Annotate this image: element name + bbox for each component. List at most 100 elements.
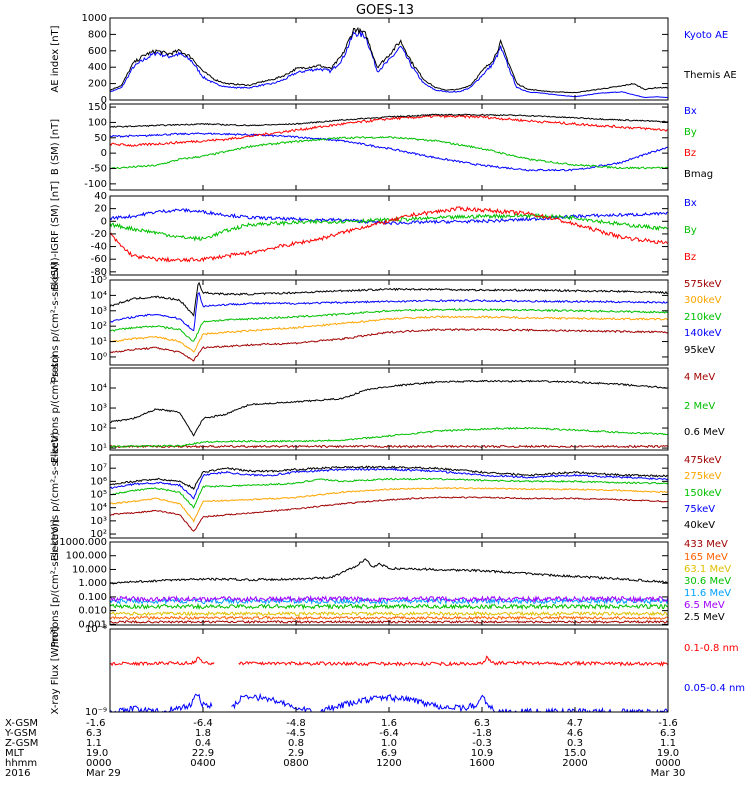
ytick-electrons2-5: 10⁷ <box>90 463 107 474</box>
legend-protons-0: 575keV <box>684 279 722 290</box>
ytick-electrons1-1: 10² <box>90 423 107 434</box>
xaxis-value-5-0: 4.7 <box>567 718 583 729</box>
series-protons2-1 <box>110 615 668 621</box>
series-electrons2-4 <box>110 465 668 491</box>
ytick-protons2-2: 0.100 <box>78 592 107 603</box>
ylabel-electrons2: Electrons p/(cm²-s-sr-keV) <box>50 432 61 561</box>
ytick-electrons1-0: 10¹ <box>90 443 107 454</box>
legend-electrons1-0: 4 MeV <box>684 372 715 383</box>
xaxis-value-4-3: 10.9 <box>471 748 493 759</box>
series-protons2-2 <box>110 610 668 617</box>
series-xray-1 <box>110 692 668 712</box>
legend-electrons2-4: 40keV <box>684 520 715 531</box>
xaxis-value-4-1: -1.8 <box>472 728 492 739</box>
xaxis-value-5-1: 4.6 <box>567 728 583 739</box>
panel-frame-electrons1 <box>109 367 669 451</box>
xaxis-value-1-2: 0.4 <box>195 738 211 749</box>
ytick-protons-4: 10⁴ <box>90 290 107 301</box>
legend-protons2-4: 11.6 MeV <box>684 588 731 599</box>
ytick-xray-0: 10⁻⁹ <box>85 707 107 718</box>
xaxis-value-6-1: 6.3 <box>660 728 676 739</box>
ytick-bsm-5: 150 <box>88 102 107 113</box>
xaxis-value-3-4: 1200 <box>376 758 401 769</box>
ytick-bigrf-1: -60 <box>91 254 107 265</box>
series-ae-0 <box>110 30 668 99</box>
panel-electrons2: 475keV 275keV 150keV 75keV 40keV 10² 10³ 10⁴ 10⁵… <box>50 432 722 561</box>
xaxis-value-0-2: 1.1 <box>86 738 102 749</box>
series-protons2-3 <box>110 602 668 611</box>
xaxis-value-6-5: Mar 30 <box>651 768 686 779</box>
series-bigrf-1 <box>110 213 668 242</box>
panel-protons: 575keV 300keV 210keV 140keV 95keV 10⁰ 10¹ 10² 10… <box>50 262 722 383</box>
xaxis-row-label-0: X-GSM <box>5 718 38 729</box>
xaxis-value-6-3: 19.0 <box>657 748 679 759</box>
ytick-protons2-1: 0.010 <box>78 606 107 617</box>
ytick-electrons1-2: 10³ <box>90 403 107 414</box>
xaxis-value-3-0: 1.6 <box>381 718 397 729</box>
ylabel-ae: AE index [nT] <box>50 25 61 92</box>
series-protons-2 <box>110 307 668 342</box>
xaxis-value-4-0: 6.3 <box>474 718 490 729</box>
xaxis-value-0-0: -1.6 <box>86 718 106 729</box>
series-protons-0 <box>110 328 668 362</box>
legend-protons2-6: 2.5 MeV <box>684 612 725 623</box>
xaxis-value-4-2: -0.3 <box>472 738 492 749</box>
legend-protons-1: 300keV <box>684 295 722 306</box>
ylabel-bsm: B (SM) [nT] <box>50 119 61 175</box>
series-electrons2-0 <box>110 496 668 532</box>
ytick-bigrf-5: 20 <box>94 204 107 215</box>
xaxis-row-label-2: Z-GSM <box>5 738 38 749</box>
series-xray-0 <box>110 655 668 668</box>
ytick-ae-5: 1000 <box>82 13 107 24</box>
legend-electrons2-0: 475keV <box>684 455 722 466</box>
xaxis-value-1-1: 1.8 <box>195 728 211 739</box>
ylabel-bigrf: B (SM)-IGRF (SM) [nT] <box>50 181 61 290</box>
xaxis-value-0-5: Mar 29 <box>86 768 121 779</box>
legend-protons-3: 140keV <box>684 328 722 339</box>
ytick-electrons2-3: 10⁵ <box>90 490 107 501</box>
xaxis-value-5-3: 15.0 <box>564 748 586 759</box>
series-protons2-6 <box>110 558 668 585</box>
series-electrons2-3 <box>110 467 668 500</box>
xaxis-value-1-3: 22.9 <box>192 748 214 759</box>
ytick-electrons2-2: 10⁴ <box>90 503 107 514</box>
ytick-ae-0: 0 <box>101 95 107 106</box>
panel-electrons1: 4 MeV 2 MeV 0.6 MeV 10¹ 10² 10³ 10⁴ Electrons p… <box>50 355 725 463</box>
xaxis-value-1-0: -6.4 <box>193 718 213 729</box>
series-protons2-5 <box>110 594 668 604</box>
legend-bsm-1: By <box>684 127 697 138</box>
ytick-bsm-3: 50 <box>94 133 107 144</box>
ytick-protons2-6: 1000.000 <box>59 537 107 548</box>
xaxis-value-2-2: 0.8 <box>288 738 304 749</box>
xaxis-value-4-4: 1600 <box>469 758 494 769</box>
panel-frame-bsm <box>109 103 669 191</box>
legend-ae-0: Kyoto AE <box>684 30 728 41</box>
ytick-protons-1: 10¹ <box>90 337 107 348</box>
xaxis-value-6-4: 0000 <box>655 758 680 769</box>
ytick-electrons2-1: 10³ <box>90 516 107 527</box>
legend-bigrf-1: By <box>684 225 697 236</box>
panel-bsm: Bx By Bz Bmag -100 -50 0 50 100 150 B (SM) [nT] <box>50 102 713 191</box>
ytick-ae-1: 200 <box>88 79 107 90</box>
series-bigrf-2 <box>110 206 668 263</box>
legend-xray-0: 0.1-0.8 nm <box>684 643 739 654</box>
legend-protons-4: 95keV <box>684 345 715 356</box>
xaxis-value-3-3: 6.9 <box>381 748 397 759</box>
chart-title: GOES-13 <box>356 3 414 18</box>
legend-protons2-3: 30.6 MeV <box>684 576 731 587</box>
ylabel-xray: X-ray Flux [W/m²] <box>50 626 61 714</box>
xaxis-value-2-3: 2.9 <box>288 748 304 759</box>
xaxis-row-label-3: MLT <box>5 748 25 759</box>
ytick-ae-4: 800 <box>88 29 107 40</box>
xaxis-value-1-4: 0400 <box>190 758 215 769</box>
xaxis-value-6-2: 1.1 <box>660 738 676 749</box>
xaxis-value-6-0: -1.6 <box>658 718 678 729</box>
ytick-protons-5: 10⁵ <box>90 275 107 286</box>
ytick-electrons2-0: 10² <box>90 529 107 540</box>
ytick-bigrf-0: -80 <box>91 267 107 278</box>
ytick-bigrf-2: -40 <box>91 242 107 253</box>
ytick-protons-0: 10⁰ <box>90 352 107 363</box>
